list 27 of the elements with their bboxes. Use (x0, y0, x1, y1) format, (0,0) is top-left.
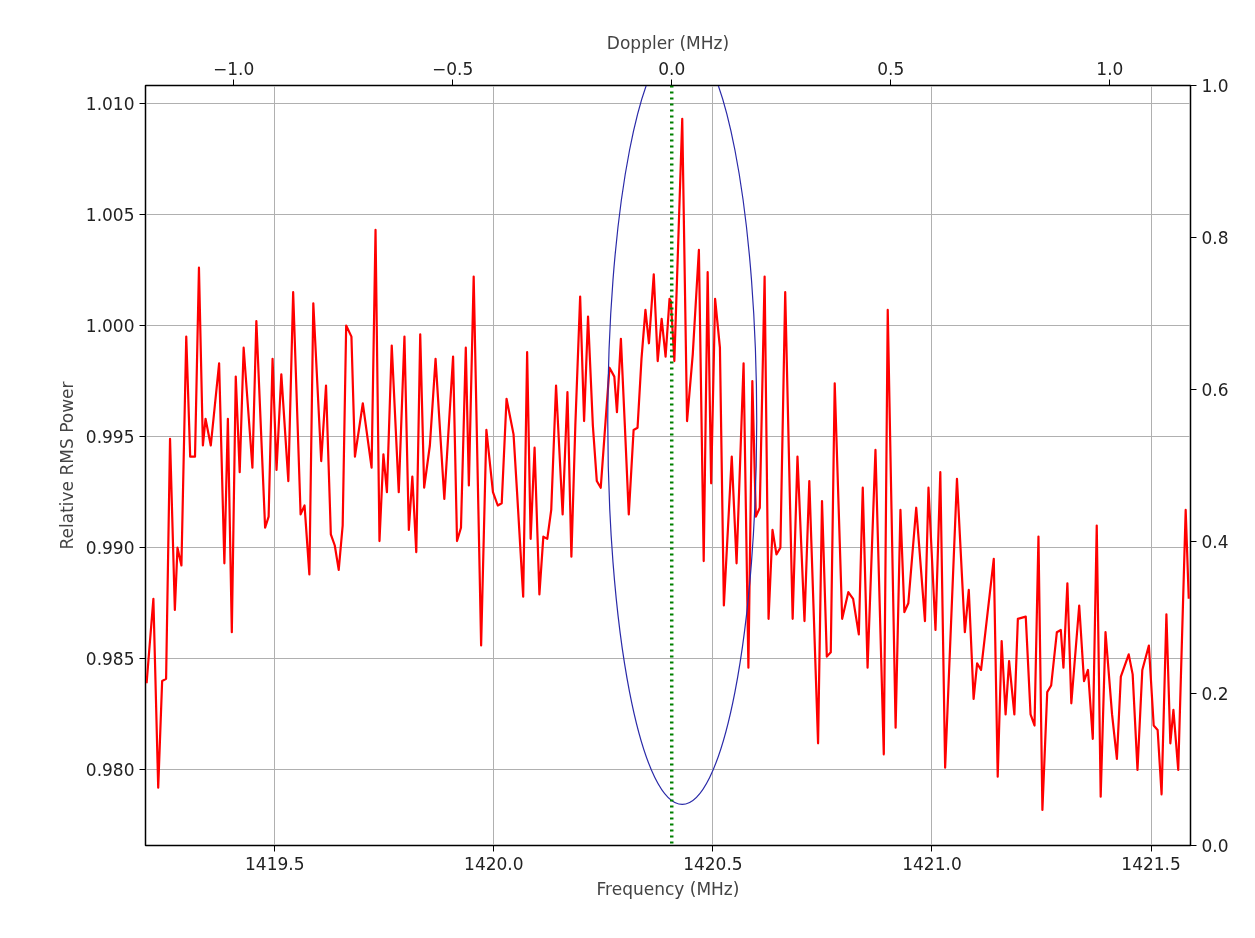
x-tick-label: 1421.5 (1121, 853, 1181, 874)
y-tick-label: 0.985 (85, 649, 135, 670)
y2-tick-label: 1.0 (1201, 76, 1229, 96)
x-axis-title: Frequency (MHz) (596, 878, 740, 899)
y-tick-label: 0.995 (85, 427, 135, 448)
x-tick-label: 1421.0 (902, 853, 962, 874)
line-series (145, 117, 1190, 812)
y2-tick-label: 0.0 (1201, 836, 1229, 856)
x-tick-label: 1419.5 (245, 853, 305, 874)
y2-tick-label: 0.6 (1201, 380, 1229, 400)
y2-tick-label: 0.2 (1201, 684, 1229, 704)
x2-tick-label: −0.5 (432, 58, 474, 79)
y-tick-label: 1.000 (85, 316, 135, 336)
x2-tick-label: 0.0 (658, 58, 686, 79)
x2-tick-label: 1.0 (1096, 58, 1124, 79)
y-axis-title: Relative RMS Power (56, 381, 77, 550)
x2-tick-label: −1.0 (212, 58, 255, 79)
y2-tick-label: 0.8 (1201, 228, 1229, 248)
x2-tick-label: 0.5 (877, 58, 905, 79)
x-tick-label: 1420.5 (683, 853, 743, 874)
y-tick-label: 1.010 (85, 93, 135, 114)
x2-axis-title: Doppler (MHz) (606, 32, 730, 53)
y-tick-label: 0.990 (85, 538, 135, 559)
y2-tick-label: 0.4 (1201, 532, 1229, 552)
y-tick-label: 1.005 (85, 204, 135, 225)
x-tick-label: 1420.0 (464, 853, 524, 874)
y-tick-label: 0.980 (85, 760, 135, 781)
